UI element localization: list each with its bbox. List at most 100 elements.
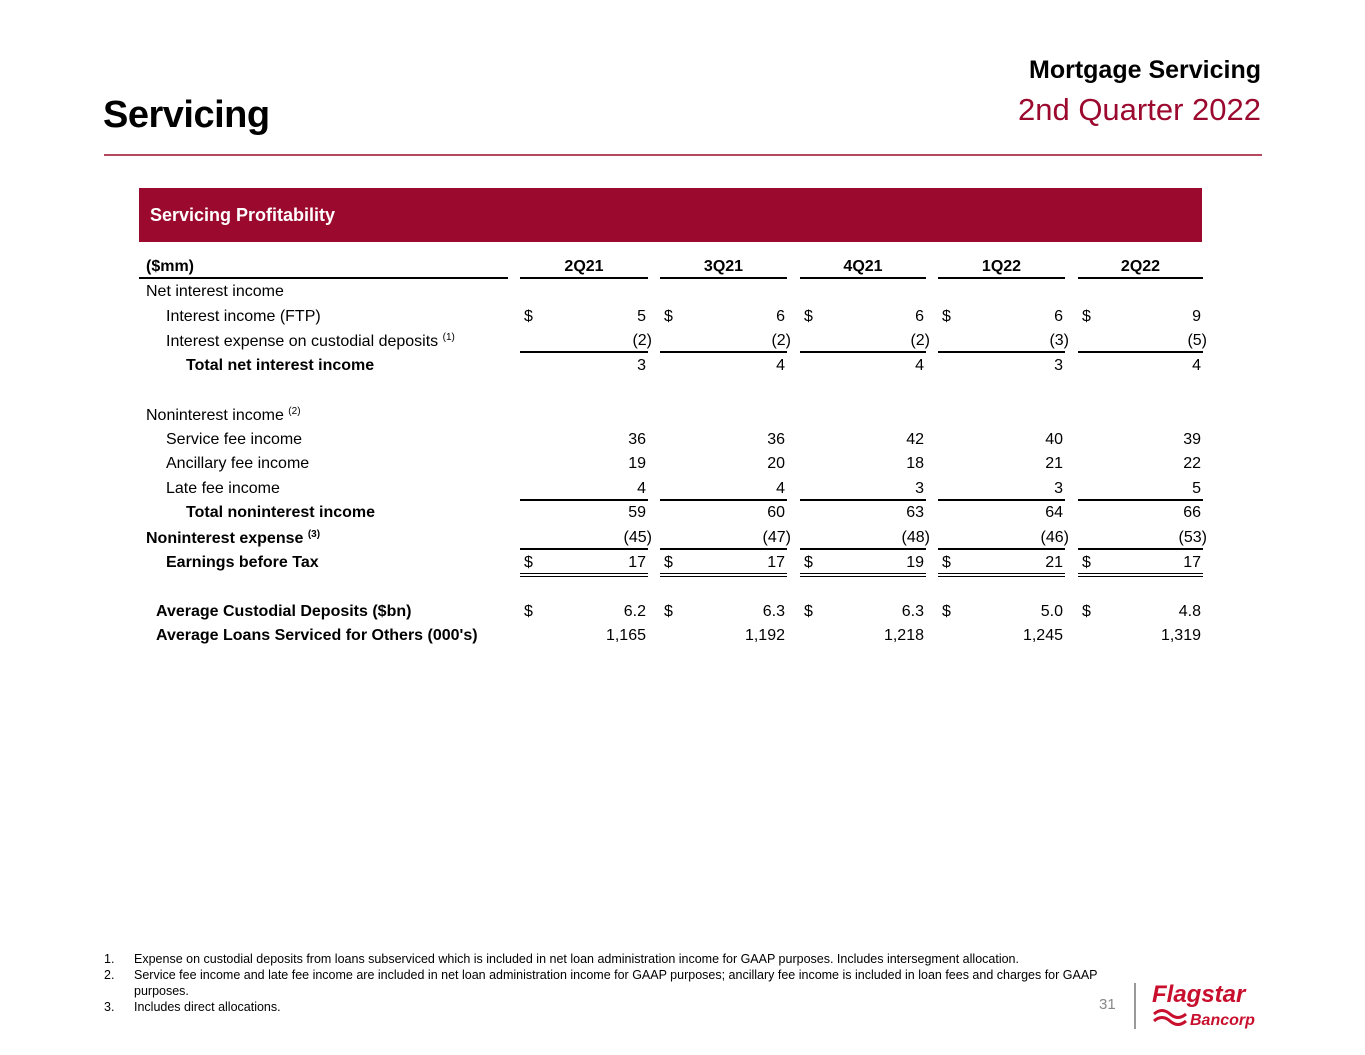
value-cell: 4 xyxy=(1078,354,1203,376)
value: 4.8 xyxy=(1178,602,1201,620)
value-cell: 20 xyxy=(660,452,787,474)
value-cell: 1,192 xyxy=(660,624,787,646)
footnote-text: Expense on custodial deposits from loans… xyxy=(134,952,1019,966)
value: 66 xyxy=(1183,504,1201,522)
value-cell: 18 xyxy=(800,452,926,474)
value-cell: $17 xyxy=(1078,551,1203,577)
row-label: Service fee income xyxy=(166,431,302,449)
column-header: 3Q21 xyxy=(660,255,787,279)
value: 1,165 xyxy=(605,627,646,645)
value: 4 xyxy=(1192,356,1201,374)
value-cell: (48) xyxy=(800,526,930,550)
value: 9 xyxy=(1192,307,1201,325)
value-cell: 3 xyxy=(938,477,1065,501)
value-cell: 5 xyxy=(1078,477,1203,501)
value: 5 xyxy=(1192,479,1201,497)
value-cell: 1,165 xyxy=(520,624,648,646)
value: (46) xyxy=(1040,529,1069,546)
value-cell: $5.0 xyxy=(938,600,1065,622)
currency-symbol: $ xyxy=(942,602,951,620)
footnote-number: 3. xyxy=(104,1000,115,1014)
value: 20 xyxy=(767,455,785,473)
currency-symbol: $ xyxy=(664,553,673,571)
value-cell: 4 xyxy=(520,477,648,501)
value-cell: $4.8 xyxy=(1078,600,1203,622)
value: 19 xyxy=(628,455,646,473)
value: 6 xyxy=(1054,307,1063,325)
value-cell: $6.2 xyxy=(520,600,648,622)
column-header: 1Q22 xyxy=(938,255,1065,279)
value: 18 xyxy=(906,455,924,473)
value: (2) xyxy=(910,332,930,350)
value-cell: 1,319 xyxy=(1078,624,1203,646)
value: 6.2 xyxy=(623,602,646,620)
footnote: 2. Service fee income and late fee income… xyxy=(104,967,1134,999)
value-cell: 21 xyxy=(938,452,1065,474)
table-row: Average Loans Serviced for Others (000's… xyxy=(0,624,1365,648)
currency-symbol: $ xyxy=(1082,553,1091,571)
value-cell: 36 xyxy=(660,428,787,450)
table-row: Average Custodial Deposits ($bn) $6.2 $6.3… xyxy=(0,600,1365,624)
value-cell: (46) xyxy=(938,526,1069,550)
table-row xyxy=(0,575,1365,599)
value: 4 xyxy=(776,356,785,374)
footnote-text: Includes direct allocations. xyxy=(134,1000,281,1014)
currency-symbol: $ xyxy=(664,307,673,325)
row-label-text: Average Custodial Deposits ($bn) xyxy=(156,602,412,620)
value: 1,319 xyxy=(1160,627,1201,645)
value-cell: (3) xyxy=(938,329,1069,354)
currency-symbol: $ xyxy=(804,553,813,571)
value-cell: 66 xyxy=(1078,501,1203,523)
svg-text:Flagstar: Flagstar xyxy=(1152,981,1247,1008)
value-cell: 1,245 xyxy=(938,624,1065,646)
value: (47) xyxy=(762,529,791,546)
value-cell: (2) xyxy=(520,329,652,354)
currency-symbol: $ xyxy=(524,553,533,571)
footnote: 3. Includes direct allocations. xyxy=(104,999,1134,1015)
row-label: Net interest income xyxy=(146,283,284,301)
value: 36 xyxy=(767,430,785,448)
unit-label: ($mm) xyxy=(146,258,195,275)
value: 6.3 xyxy=(762,602,785,620)
page-number: 31 xyxy=(1099,996,1116,1013)
table-row: Service fee income 36 36 42 40 39 xyxy=(0,428,1365,452)
value: (45) xyxy=(623,529,652,546)
value-cell: (2) xyxy=(800,329,930,354)
value-cell: $19 xyxy=(800,551,926,577)
column-header: 4Q21 xyxy=(800,255,926,279)
value-cell: 4 xyxy=(660,477,787,501)
value: 39 xyxy=(1183,430,1201,448)
value-cell: 39 xyxy=(1078,428,1203,450)
value: 60 xyxy=(767,504,785,522)
value: 59 xyxy=(628,504,646,522)
row-label-text: Late fee income xyxy=(166,479,280,497)
value-cell: $6 xyxy=(938,305,1065,327)
banner-title: Servicing Profitability xyxy=(150,205,336,225)
table-row: Interest expense on custodial deposits (… xyxy=(0,329,1365,354)
value: 5.0 xyxy=(1040,602,1063,620)
value: 5 xyxy=(637,307,646,325)
row-label: Ancillary fee income xyxy=(166,455,309,473)
value: (3) xyxy=(1049,332,1069,350)
value-cell: 63 xyxy=(800,501,926,523)
column-header-label: 2Q21 xyxy=(564,258,604,275)
value: 3 xyxy=(915,479,924,497)
value-cell: 22 xyxy=(1078,452,1203,474)
row-label: Late fee income xyxy=(166,480,280,498)
value-cell: $6 xyxy=(660,305,787,327)
value-cell: (2) xyxy=(660,329,791,354)
row-label: Total net interest income xyxy=(186,357,374,375)
row-label: Interest expense on custodial deposits (… xyxy=(166,332,455,351)
value-cell: $17 xyxy=(520,551,648,577)
row-label: Noninterest expense (3) xyxy=(146,529,320,548)
footnote-number: 2. xyxy=(104,968,115,982)
value: (48) xyxy=(901,529,930,546)
table-banner: Servicing Profitability xyxy=(139,188,1202,242)
row-label-text: Total net interest income xyxy=(186,356,375,374)
value: (2) xyxy=(771,332,791,350)
value: 40 xyxy=(1045,430,1063,448)
flagstar-logo: Flagstar Bancorp xyxy=(1150,978,1260,1035)
value: 6 xyxy=(915,307,924,325)
row-label-text: Earnings before Tax xyxy=(166,553,319,571)
value-cell: 19 xyxy=(520,452,648,474)
